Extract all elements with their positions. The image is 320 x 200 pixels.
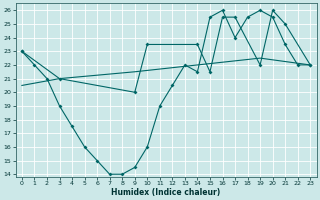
X-axis label: Humidex (Indice chaleur): Humidex (Indice chaleur) [111, 188, 221, 197]
